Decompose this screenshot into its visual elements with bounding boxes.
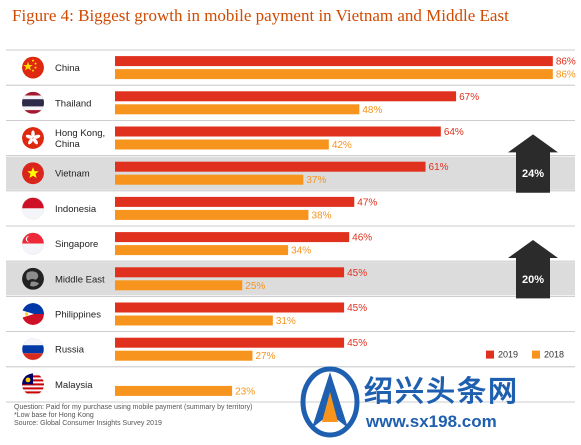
bar-2018-russia — [115, 350, 253, 361]
bar-2018-middle-east — [115, 280, 243, 291]
value-label-2018-middle-east: 25% — [245, 281, 265, 292]
bar-2019-vietnam — [115, 161, 426, 172]
hong-kong-flag-icon — [22, 127, 44, 149]
indonesia-flag-icon — [22, 197, 44, 220]
vietnam-flag-icon — [22, 162, 44, 185]
footnote-source: Source: Global Consumer Insights Survey … — [14, 420, 162, 427]
watermark: 绍兴头条网 www.sx198.com — [300, 362, 580, 440]
category-label-singapore: Singapore — [55, 239, 98, 250]
bar-2019-middle-east — [115, 267, 345, 278]
bar-2018-malaysia — [115, 385, 233, 396]
value-label-2019-singapore: 46% — [352, 233, 372, 244]
category-label-philippines: Philippines — [55, 310, 101, 321]
bar-2018-indonesia — [115, 209, 309, 220]
category-label-malaysia: Malaysia — [55, 380, 93, 391]
value-label-2018-singapore: 34% — [291, 246, 311, 257]
growth-arrow-vietnam — [508, 134, 558, 193]
bar-2018-singapore — [115, 245, 289, 256]
bar-2018-vietnam — [115, 174, 304, 185]
legend-label-2018: 2018 — [544, 350, 564, 360]
value-label-2018-philippines: 31% — [276, 316, 296, 327]
bar-2019-russia — [115, 337, 345, 348]
bar-2018-china — [115, 69, 553, 80]
category-label-indonesia: Indonesia — [55, 204, 97, 215]
malaysia-flag-icon — [22, 373, 44, 396]
watermark-url: www.sx198.com — [366, 412, 497, 431]
bar-2019-china — [115, 56, 553, 67]
category-label-middle-east: Middle East — [55, 274, 105, 285]
bar-2018-thailand — [115, 104, 360, 115]
growth-arrow-middle-east — [508, 240, 558, 299]
bar-2019-singapore — [115, 232, 350, 243]
legend-swatch-2019 — [486, 350, 494, 359]
category-label-thailand: Thailand — [55, 98, 91, 109]
middle-east-globe-icon — [22, 267, 44, 290]
chart-title: Figure 4: Biggest growth in mobile payme… — [12, 6, 509, 25]
bar-2019-indonesia — [115, 196, 355, 207]
legend-swatch-2018 — [532, 350, 540, 359]
russia-flag-icon — [22, 338, 44, 361]
legend-label-2019: 2019 — [498, 350, 518, 360]
category-label-russia: Russia — [55, 345, 85, 356]
bar-2019-thailand — [115, 91, 457, 102]
footnote-question: Question: Paid for my purchase using mob… — [14, 404, 253, 411]
value-label-2018-russia: 27% — [255, 351, 275, 362]
bar-2019-hong-kong-china — [115, 126, 441, 137]
value-label-2018-china: 86% — [556, 70, 576, 81]
value-label-2018-indonesia: 38% — [311, 210, 331, 221]
value-label-2019-middle-east: 45% — [347, 268, 367, 279]
watermark-text: 绍兴头条网 — [364, 376, 520, 408]
value-label-2018-vietnam: 37% — [306, 175, 326, 186]
category-label-vietnam: Vietnam — [55, 169, 90, 180]
value-label-2019-china: 86% — [556, 57, 576, 68]
value-label-2018-malaysia: 23% — [235, 386, 255, 397]
singapore-flag-icon — [22, 232, 44, 255]
thailand-flag-icon — [22, 91, 44, 114]
value-label-2019-thailand: 67% — [459, 92, 479, 103]
footnote-low-base: *Low base for Hong Kong — [14, 412, 94, 419]
value-label-2018-hong-kong-china: 42% — [332, 140, 352, 151]
value-label-2019-russia: 45% — [347, 338, 367, 349]
value-label-2019-vietnam: 61% — [429, 162, 449, 173]
category-label-hong-kong-china: Hong Kong, China — [55, 128, 105, 150]
bar-2018-philippines — [115, 315, 273, 326]
highlight-row-vietnam — [6, 156, 575, 190]
bar-2018-hong-kong-china — [115, 139, 329, 150]
philippines-flag-icon — [22, 303, 44, 325]
bar-2019-philippines — [115, 302, 345, 313]
category-label-china: China — [55, 63, 81, 74]
value-label-2019-indonesia: 47% — [357, 197, 377, 208]
growth-label-vietnam: 24% — [522, 168, 544, 180]
china-flag-icon — [22, 56, 44, 79]
value-label-2019-philippines: 45% — [347, 303, 367, 314]
value-label-2018-thailand: 48% — [362, 105, 382, 116]
value-label-2019-hong-kong-china: 64% — [444, 127, 464, 138]
footnotes: Question: Paid for my purchase using mob… — [14, 404, 414, 428]
watermark-logo-icon — [300, 366, 360, 438]
growth-label-middle-east: 20% — [522, 274, 544, 286]
